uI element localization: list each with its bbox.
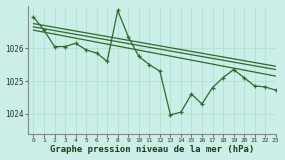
X-axis label: Graphe pression niveau de la mer (hPa): Graphe pression niveau de la mer (hPa) [50, 145, 254, 154]
